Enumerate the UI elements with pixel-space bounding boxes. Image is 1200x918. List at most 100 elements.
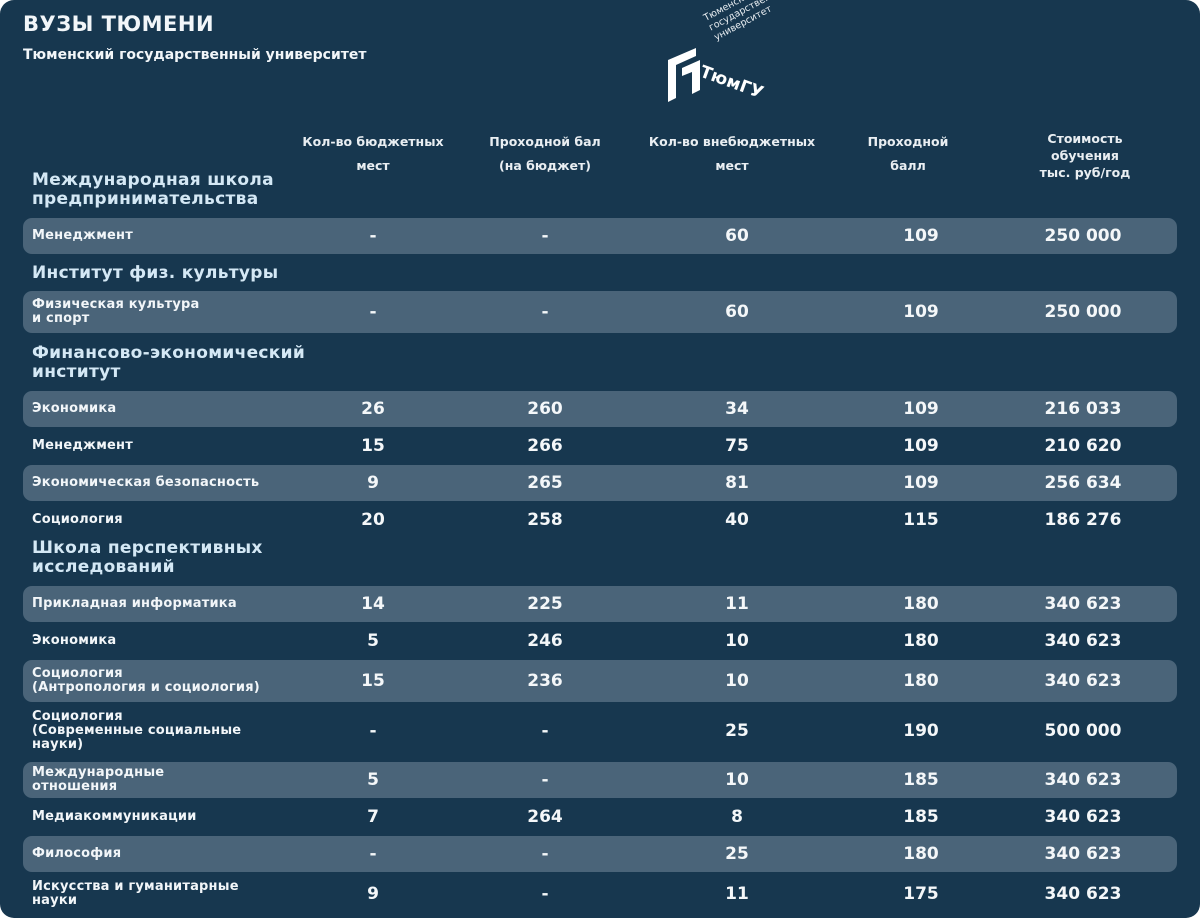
section-title-line: исследований bbox=[32, 557, 175, 577]
program-name-line: (Современные социальные bbox=[32, 723, 242, 738]
tuition: 256 634 bbox=[1044, 473, 1122, 493]
header-line: мест bbox=[715, 158, 749, 173]
column-header-tuition: Стоимость обучения тыс. руб/год bbox=[1015, 130, 1155, 181]
table-row: Социология (Антропология и социология) 1… bbox=[23, 660, 1177, 702]
budget-score: 236 bbox=[527, 671, 563, 691]
program-name-line: отношения bbox=[32, 779, 118, 794]
paid-score: 180 bbox=[903, 671, 939, 691]
budget-places: 15 bbox=[361, 671, 385, 691]
table-row: Социология 20 258 40 115 186 276 bbox=[23, 502, 1177, 538]
program-name: Международные отношения bbox=[32, 766, 164, 794]
budget-places: 20 bbox=[361, 510, 385, 530]
program-name: Менеджмент bbox=[32, 439, 133, 453]
section-title-line: Международная школа bbox=[32, 170, 274, 190]
program-name-line: Менеджмент bbox=[32, 228, 133, 243]
program-name-line: Физическая культура bbox=[32, 297, 200, 312]
program-name: Медиакоммуникации bbox=[32, 810, 197, 824]
tuition: 340 623 bbox=[1044, 844, 1122, 864]
tuition: 340 623 bbox=[1044, 807, 1122, 827]
budget-score: 266 bbox=[527, 436, 563, 456]
header-line: Стоимость bbox=[1047, 131, 1123, 146]
tuition: 250 000 bbox=[1044, 226, 1122, 246]
paid-score: 180 bbox=[903, 844, 939, 864]
header-line: мест bbox=[356, 158, 390, 173]
budget-score: 225 bbox=[527, 594, 563, 614]
budget-score: 260 bbox=[527, 399, 563, 419]
budget-score: 265 bbox=[527, 473, 563, 493]
table-row: Экономика 26 260 34 109 216 033 bbox=[23, 391, 1177, 427]
program-name-line: Социология bbox=[32, 709, 123, 724]
budget-score: - bbox=[541, 302, 549, 322]
budget-places: 9 bbox=[367, 473, 379, 493]
program-name-line: Менеджмент bbox=[32, 438, 133, 453]
paid-places: 75 bbox=[725, 436, 749, 456]
program-name: Экономическая безопасность bbox=[32, 476, 259, 490]
paid-score: 109 bbox=[903, 399, 939, 419]
paid-score: 109 bbox=[903, 302, 939, 322]
program-name: Физическая культура и спорт bbox=[32, 298, 200, 326]
header-line: обучения bbox=[1051, 148, 1119, 163]
budget-score: - bbox=[541, 721, 549, 741]
program-name-line: Социология bbox=[32, 666, 123, 681]
section-title: Международная школа предпринимательства bbox=[32, 171, 274, 209]
budget-places: 5 bbox=[367, 631, 379, 651]
column-header-paid-score: Проходной балл bbox=[858, 130, 958, 178]
paid-score: 175 bbox=[903, 884, 939, 904]
paid-places: 25 bbox=[725, 844, 749, 864]
table-row: Экономическая безопасность 9 265 81 109 … bbox=[23, 465, 1177, 501]
budget-places: 15 bbox=[361, 436, 385, 456]
table-row: Социология (Современные социальные науки… bbox=[23, 706, 1177, 756]
budget-places: 5 bbox=[367, 770, 379, 790]
program-name-line: Прикладная информатика bbox=[32, 596, 237, 611]
header-line: Проходной бал bbox=[489, 134, 601, 149]
budget-places: 9 bbox=[367, 884, 379, 904]
header-line: Проходной bbox=[867, 134, 949, 149]
header-line: балл bbox=[890, 158, 926, 173]
budget-places: - bbox=[369, 721, 377, 741]
table-row: Экономика 5 246 10 180 340 623 bbox=[23, 623, 1177, 659]
program-name-line: Международные bbox=[32, 765, 165, 780]
paid-places: 10 bbox=[725, 631, 749, 651]
column-header-budget-score: Проходной бал (на бюджет) bbox=[470, 130, 620, 178]
paid-places: 34 bbox=[725, 399, 749, 419]
program-name-line: Экономика bbox=[32, 401, 117, 416]
program-name-line: и спорт bbox=[32, 311, 90, 326]
tuition: 216 033 bbox=[1044, 399, 1122, 419]
program-name-line: науки) bbox=[32, 737, 84, 752]
program-name-line: Философия bbox=[32, 846, 122, 861]
table-row: Философия - - 25 180 340 623 bbox=[23, 836, 1177, 872]
table-row: Менеджмент - - 60 109 250 000 bbox=[23, 218, 1177, 254]
program-name-line: Медиакоммуникации bbox=[32, 809, 197, 824]
paid-score: 109 bbox=[903, 473, 939, 493]
paid-score: 185 bbox=[903, 807, 939, 827]
budget-score: - bbox=[541, 770, 549, 790]
budget-score: - bbox=[541, 844, 549, 864]
header-line: Кол-во бюджетных bbox=[302, 134, 444, 149]
table-row: Физическая культура и спорт - - 60 109 2… bbox=[23, 291, 1177, 333]
paid-places: 10 bbox=[725, 671, 749, 691]
tuition: 500 000 bbox=[1044, 721, 1122, 741]
tuition: 250 000 bbox=[1044, 302, 1122, 322]
paid-score: 180 bbox=[903, 594, 939, 614]
section-title-line: Финансово-экономический bbox=[32, 343, 306, 363]
program-name-line: (Антропология и социология) bbox=[32, 680, 260, 695]
paid-places: 60 bbox=[725, 302, 749, 322]
budget-places: - bbox=[369, 226, 377, 246]
paid-places: 11 bbox=[725, 884, 749, 904]
paid-places: 11 bbox=[725, 594, 749, 614]
paid-score: 109 bbox=[903, 226, 939, 246]
header-line: Кол-во внебюджетных bbox=[648, 134, 816, 149]
program-name-line: Экономика bbox=[32, 633, 117, 648]
paid-places: 25 bbox=[725, 721, 749, 741]
paid-places: 8 bbox=[731, 807, 743, 827]
tuition: 186 276 bbox=[1044, 510, 1122, 530]
table-row: Медиакоммуникации 7 264 8 185 340 623 bbox=[23, 799, 1177, 835]
tuition: 340 623 bbox=[1044, 671, 1122, 691]
budget-score: 246 bbox=[527, 631, 563, 651]
table-row: Прикладная информатика 14 225 11 180 340… bbox=[23, 586, 1177, 622]
program-name-line: Социология bbox=[32, 512, 123, 527]
budget-places: 7 bbox=[367, 807, 379, 827]
program-name: Социология (Антропология и социология) bbox=[32, 667, 260, 695]
program-name: Менеджмент bbox=[32, 229, 133, 243]
program-name: Социология (Современные социальные науки… bbox=[32, 710, 241, 752]
